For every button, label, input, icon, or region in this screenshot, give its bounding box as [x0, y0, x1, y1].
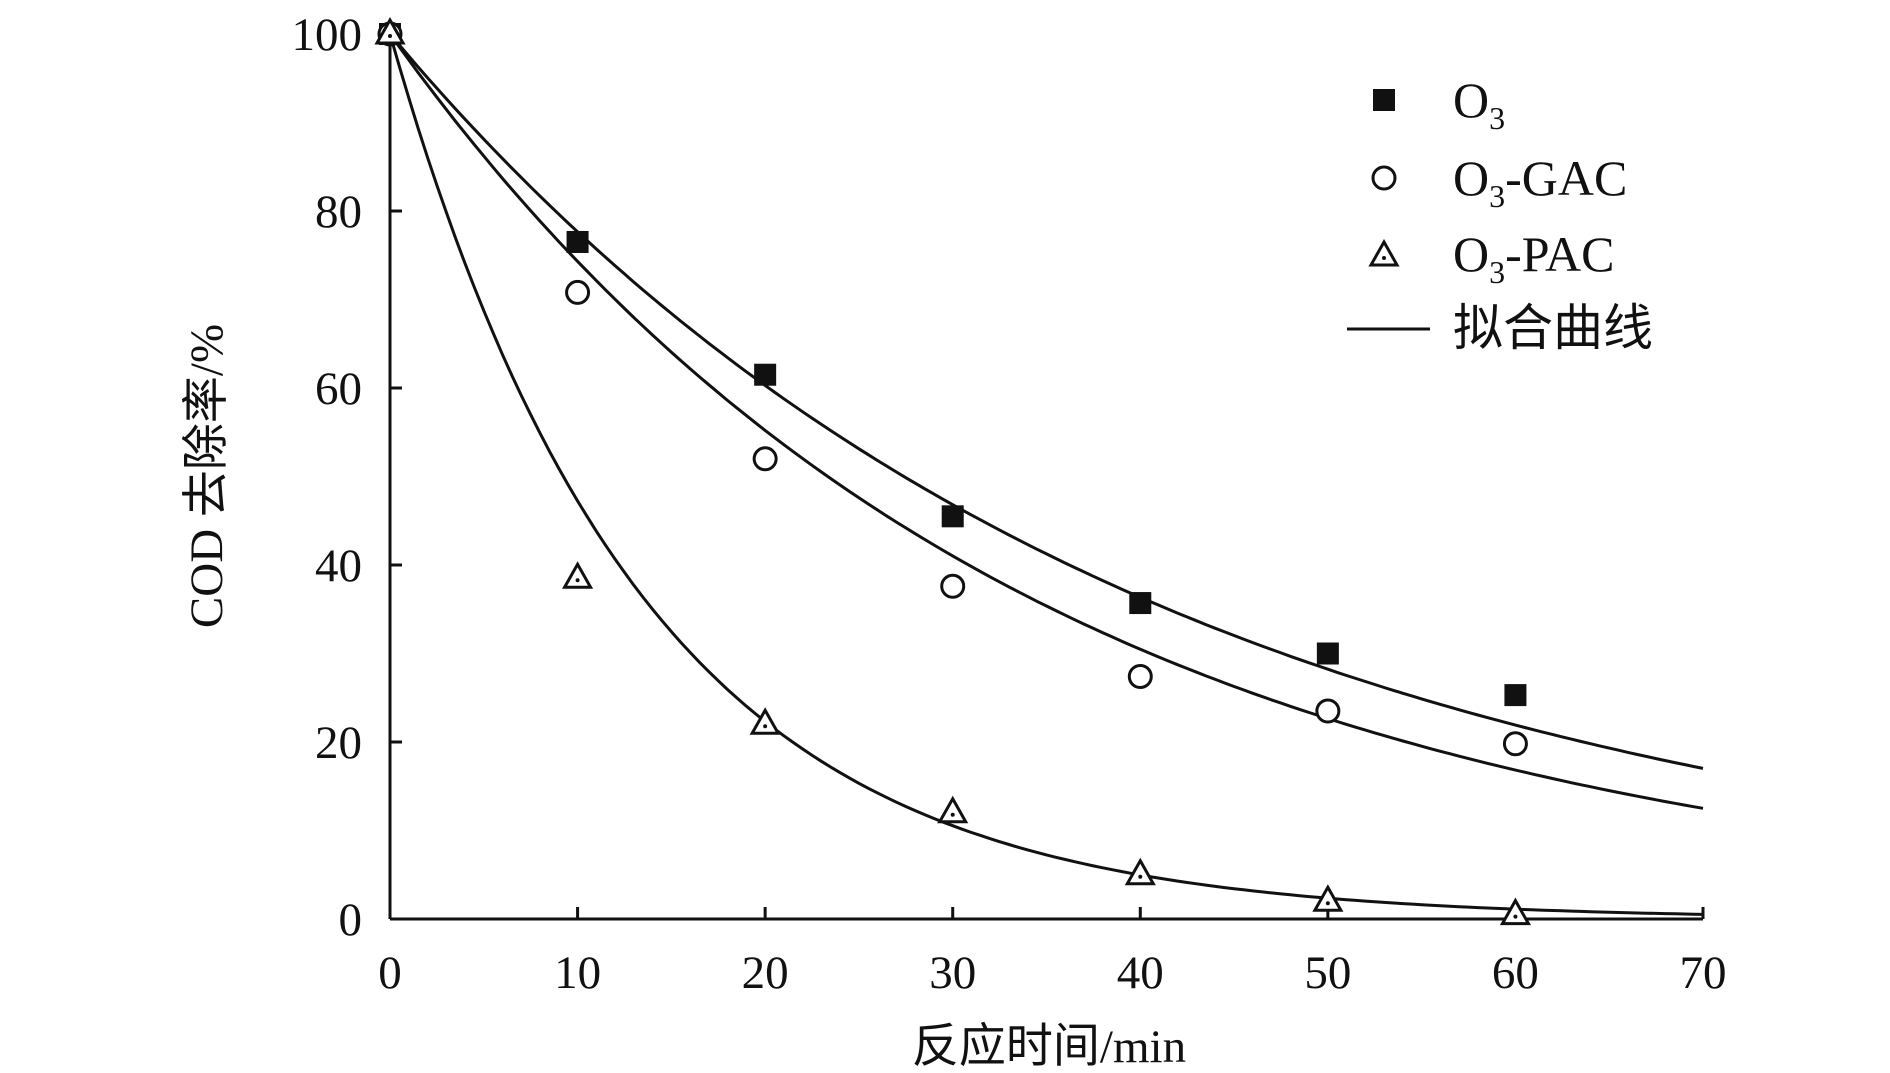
x-tick-label: 0 [378, 947, 402, 999]
x-tick-label: 10 [554, 947, 601, 999]
triangle-marker [374, 16, 406, 45]
legend-label-fit: 拟合曲线 [1453, 300, 1653, 356]
point-o3-pac [937, 795, 969, 824]
triangle-dot [388, 34, 392, 38]
point-o3-gac [752, 446, 778, 472]
y-tick-label: 40 [315, 540, 362, 592]
fit-curves [388, 33, 1704, 916]
point-o3 [1504, 684, 1527, 707]
point-o3 [566, 230, 589, 253]
point-o3-pac [1312, 884, 1344, 912]
triangle-marker [562, 561, 594, 589]
triangle-marker [1499, 897, 1531, 926]
data-points [374, 16, 1531, 926]
triangle-marker [1124, 857, 1156, 886]
legend-marker-o3-pac [1368, 238, 1400, 267]
triangle-dot [1138, 874, 1143, 879]
legend-label-o3: O3 [1453, 72, 1505, 136]
y-tick-label: 0 [339, 894, 363, 946]
point-o3-pac [374, 16, 406, 45]
x-tick-label: 30 [929, 947, 976, 999]
y-tick-label: 100 [292, 9, 363, 61]
legend-marker-o3-gac [1371, 165, 1397, 191]
x-tick-label: 50 [1304, 947, 1351, 999]
point-o3-gac [1315, 698, 1341, 724]
y-tick-label: 80 [315, 186, 362, 238]
triangle-dot [575, 578, 580, 583]
x-tick-label: 40 [1117, 947, 1164, 999]
point-o3-pac [1124, 857, 1156, 886]
legend-label-o3-gac: O3-GAC [1453, 150, 1627, 214]
fit-curve-o3 [388, 33, 1704, 770]
point-o3 [754, 363, 777, 386]
y-tick-label: 20 [315, 717, 362, 769]
point-o3-pac [562, 561, 594, 589]
fit-curve-o3-pac [388, 33, 1704, 916]
triangle-marker [1312, 884, 1344, 912]
y-tick-label: 60 [315, 363, 362, 415]
point-o3-gac [1127, 664, 1153, 690]
x-tick-label: 20 [742, 947, 789, 999]
triangle-marker [937, 795, 969, 824]
point-o3-pac [1499, 897, 1531, 926]
point-o3 [1129, 592, 1152, 615]
triangle-dot [1325, 901, 1330, 906]
point-o3-gac [1502, 731, 1528, 757]
point-o3-pac [749, 707, 781, 735]
fit-curve-o3-gac [388, 33, 1704, 810]
x-axis-label: 反应时间/min [912, 1021, 1186, 1073]
legend-marker-o3 [1373, 89, 1395, 111]
point-o3 [941, 505, 964, 528]
legend: O3 O3-GAC O3-PAC 拟合曲线 [1347, 72, 1653, 356]
point-o3-gac [565, 279, 591, 305]
x-tick-label: 70 [1680, 947, 1727, 999]
point-o3-gac [940, 573, 966, 599]
point-o3 [1316, 642, 1339, 665]
triangle-marker [749, 707, 781, 735]
x-tick-label: 60 [1492, 947, 1539, 999]
triangle-dot [1513, 914, 1518, 919]
axes: 0 10 20 30 40 50 60 70 0 20 40 60 80 100 [292, 9, 1727, 999]
y-axis-label: COD 去除率/% [181, 324, 233, 628]
legend-label-o3-pac: O3-PAC [1453, 226, 1614, 290]
triangle-dot [950, 812, 955, 817]
triangle-dot [763, 724, 768, 729]
